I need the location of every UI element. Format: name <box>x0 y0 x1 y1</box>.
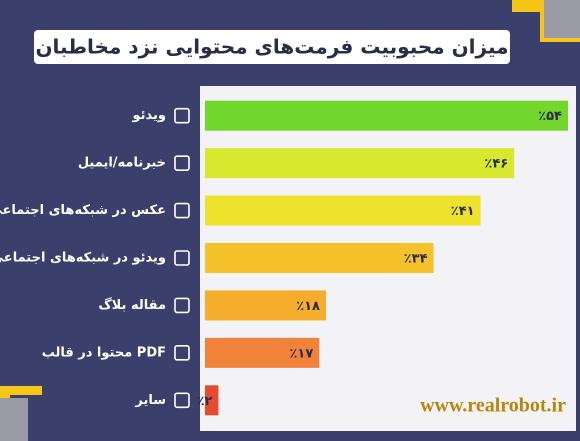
bar <box>205 243 434 273</box>
decor-square <box>544 0 580 38</box>
category-label: عکس در شبکه‌های اجتماعی <box>0 203 166 218</box>
category-icon <box>174 345 190 361</box>
bar <box>205 337 320 368</box>
value-label: ٪۱۸ <box>296 299 320 314</box>
chart-title: میزان محبوبیت فرمت‌های محتوایی نزد مخاطب… <box>35 35 508 59</box>
bar <box>205 100 568 131</box>
decor-square <box>0 398 28 441</box>
value-label: ٪۱۷ <box>289 346 313 361</box>
value-label: ٪۲ <box>197 394 213 409</box>
value-label: ٪۴۱ <box>451 204 475 219</box>
title-box <box>34 30 510 64</box>
watermark: www.realrobot.ir <box>420 395 566 417</box>
category-label: ویدئو در شبکه‌های اجتماعی <box>0 251 166 266</box>
bar <box>205 290 326 321</box>
category-label: محتوا در قالب PDF <box>42 345 166 360</box>
value-label: ٪۵۴ <box>538 109 562 124</box>
bar <box>205 148 515 179</box>
category-icon <box>174 202 190 219</box>
category-label: ویدئو <box>131 108 166 123</box>
category-label: خبرنامه/ایمیل <box>78 156 166 171</box>
category-icon <box>174 297 190 314</box>
category-icon <box>174 107 190 124</box>
bar <box>205 385 219 416</box>
category-label: مقاله بلاگ <box>98 296 166 313</box>
category-label: سایر <box>134 393 166 408</box>
bar <box>205 195 481 226</box>
category-icon <box>174 155 190 171</box>
value-label: ٪۴۶ <box>484 157 508 172</box>
category-icon <box>174 250 190 266</box>
category-icon <box>174 392 190 409</box>
value-label: ٪۳۴ <box>404 252 428 267</box>
